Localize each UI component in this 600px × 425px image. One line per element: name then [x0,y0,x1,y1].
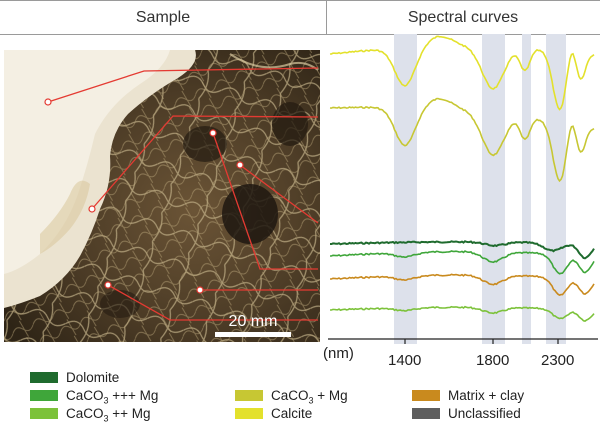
legend-item-calcite: Calcite [235,406,313,421]
legend-item-unclassified: Unclassified [412,406,521,421]
x-axis-tick-label: 2300 [541,352,575,369]
absorption-band [482,34,505,344]
legend-label: Unclassified [448,406,521,421]
pointer-dots [44,98,244,294]
header-divider [326,0,327,34]
spectral-curve-caco3-mg2 [330,305,595,322]
spectral-curve-caco3-mg3 [330,250,595,275]
scale-bar-label: 20 mm [229,313,278,330]
spectral-curve-matrix-clay [330,273,595,296]
absorption-band [546,34,566,344]
legend-swatch [30,372,58,383]
upper-right-vein [229,53,319,71]
pointer-dot [196,286,204,294]
legend-item-caco3-mg1: CaCO3 + Mg [235,388,348,406]
legend-swatch [30,390,58,401]
legend-swatch [412,390,440,401]
pointer-dot [236,161,244,169]
header-top-rule [0,0,600,1]
legend-label: CaCO3 + Mg [271,388,348,406]
legend-item-caco3-mg2: CaCO3 ++ Mg [30,406,151,424]
pointer-line-caco3-mg3 [212,132,318,270]
calcite-zone-stain [40,180,90,254]
legend-label: CaCO3 ++ Mg [66,406,151,424]
absorption-band [522,34,531,344]
legend-label: CaCO3 +++ Mg [66,388,159,406]
sample-photo: 20 mm [4,50,320,342]
legend-item-caco3-mg3: CaCO3 +++ Mg [30,388,159,406]
pointer-line-dolomite [239,164,319,224]
legend-item-matrix-clay: Matrix + clay [412,388,525,403]
spectral-curve-dolomite [330,240,595,260]
dark-cavity [183,126,227,162]
pointer-dot [44,98,52,106]
absorption-band [394,34,417,344]
spectral-curve-caco3-mg1 [329,97,595,183]
pointer-line-caco3-mg2 [107,284,318,321]
sample-title: Sample [135,9,191,26]
spectral-curves-title: Spectral curves [407,9,519,26]
legend-swatch [412,408,440,419]
legend-label: Dolomite [66,370,120,385]
legend-label: Matrix + clay [448,388,525,403]
scale-bar [215,332,291,337]
legend-swatch [235,390,263,401]
spectral-curve-calcite [329,35,595,111]
dark-cavity [272,102,308,146]
calcite-zone-highlight [4,50,170,274]
legend-swatch [30,408,58,419]
pointer-line-calcite [47,67,319,103]
legend-label: Calcite [271,406,313,421]
x-axis-tick-label: 1400 [388,352,422,369]
legend-swatch [235,408,263,419]
legend-item-dolomite: Dolomite [30,370,120,385]
x-axis-tick-label: 1800 [476,352,510,369]
spectral-plot [328,34,598,344]
pointer-dot [104,281,112,289]
pointer-line-caco3-mg [91,115,319,210]
pointer-dot [88,205,96,213]
spectral-curves [329,35,595,322]
x-axis-unit-label: (nm) [323,345,354,362]
pointer-lines [47,67,319,321]
header-bottom-rule [0,34,600,35]
pointer-dot [209,129,217,137]
